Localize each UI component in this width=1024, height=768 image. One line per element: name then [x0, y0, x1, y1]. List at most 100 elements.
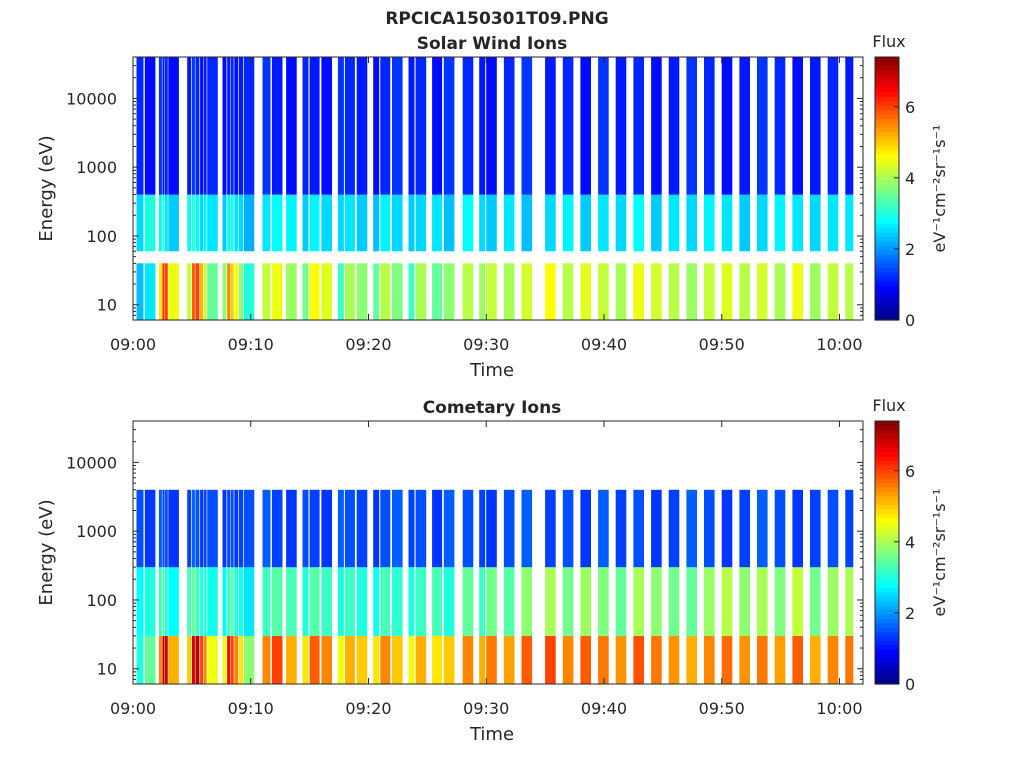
cell: [774, 489, 786, 568]
cell: [739, 635, 750, 684]
cell: [598, 57, 609, 195]
cell: [651, 635, 662, 684]
cell: [200, 567, 204, 636]
cell: [227, 57, 231, 195]
y-tick-label: 10000: [66, 89, 117, 108]
cell: [243, 194, 255, 252]
cell: [373, 635, 380, 684]
cell: [580, 635, 591, 684]
cell: [309, 567, 320, 636]
cell: [615, 57, 627, 195]
cell: [337, 194, 344, 252]
cell: [704, 489, 715, 568]
colorbar-segment: [875, 184, 899, 190]
cell: [704, 263, 715, 320]
colorbar-segment: [875, 421, 899, 426]
x-axis-label: Time: [469, 724, 514, 745]
cell: [704, 635, 715, 684]
cell: [344, 567, 355, 636]
cell: [792, 489, 803, 568]
cell: [757, 57, 768, 195]
colorbar-segment: [875, 206, 899, 212]
cell: [721, 194, 733, 252]
cell: [721, 263, 733, 320]
cell: [168, 263, 179, 320]
cell: [408, 263, 415, 320]
colorbar-segment: [875, 144, 899, 150]
cell: [230, 263, 234, 320]
colorbar-segment: [875, 83, 899, 89]
colorbar-segment: [875, 149, 899, 155]
cell: [207, 263, 218, 320]
cell: [234, 489, 239, 568]
cell: [462, 263, 474, 320]
cell: [162, 194, 165, 252]
cell: [757, 263, 768, 320]
colorbar-segment: [875, 631, 899, 637]
cell: [200, 57, 204, 195]
cell: [668, 194, 680, 252]
cell: [162, 567, 165, 636]
cell: [827, 489, 839, 568]
axes-box: [132, 420, 864, 685]
cell: [321, 263, 332, 320]
colorbar-segment: [875, 100, 899, 106]
cell: [392, 489, 403, 568]
colorbar-segment: [875, 254, 899, 260]
cell: [415, 263, 427, 320]
cell: [337, 635, 344, 684]
cell: [191, 57, 195, 195]
cell: [580, 194, 591, 252]
cell: [443, 567, 455, 636]
colorbar-segment: [875, 175, 899, 181]
colorbar-segment: [875, 298, 899, 304]
cell: [373, 57, 380, 195]
cell: [164, 57, 168, 195]
cell: [162, 489, 165, 568]
cell: [392, 263, 403, 320]
cell: [187, 194, 192, 252]
cell: [271, 489, 283, 568]
colorbar-segment: [875, 302, 899, 308]
colorbar-segment: [875, 609, 899, 615]
cell: [286, 489, 297, 568]
colorbar-segment: [875, 648, 899, 654]
x-tick-label: 09:00: [110, 335, 156, 354]
colorbar-segment: [875, 153, 899, 159]
panel-title: Solar Wind Ions: [417, 34, 568, 54]
cell: [462, 635, 474, 684]
cell: [168, 194, 179, 252]
colorbar-segment: [875, 666, 899, 672]
cell: [443, 635, 455, 684]
y-tick-label: 10: [97, 660, 117, 679]
cell: [262, 263, 271, 320]
cell: [562, 263, 574, 320]
cell: [380, 194, 391, 252]
colorbar-segment: [875, 657, 899, 663]
cell: [164, 489, 168, 568]
cell: [774, 194, 786, 252]
colorbar-segment: [875, 201, 899, 207]
cell: [486, 194, 497, 252]
cell: [373, 263, 380, 320]
cell: [195, 635, 200, 684]
colorbar-segment: [875, 477, 899, 483]
cell: [521, 263, 533, 320]
cell: [827, 635, 839, 684]
cell: [168, 635, 179, 684]
cell: [207, 57, 218, 195]
cell: [545, 57, 556, 195]
cell: [757, 489, 768, 568]
cell: [234, 567, 239, 636]
colorbar-segment: [875, 74, 899, 80]
colorbar-segment: [875, 131, 899, 137]
cell: [356, 57, 368, 195]
cell: [168, 57, 179, 195]
cell: [222, 57, 227, 195]
colorbar-segment: [875, 473, 899, 479]
colorbar-segment: [875, 109, 899, 115]
cell: [262, 489, 271, 568]
cell: [227, 489, 231, 568]
cell: [521, 635, 533, 684]
